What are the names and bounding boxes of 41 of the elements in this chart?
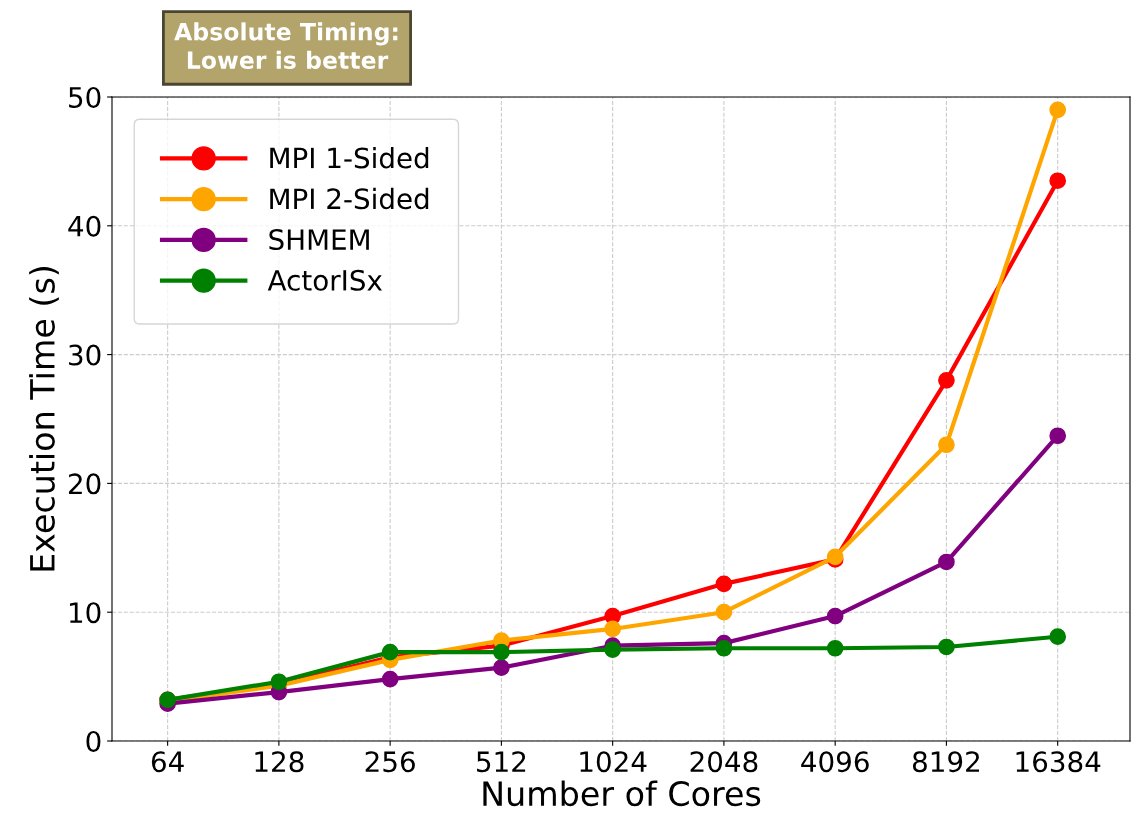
point (715, 639, 733, 657)
x-axis-title: Number of Cores (483, 780, 761, 807)
x-tick-label: 512 (477, 751, 526, 773)
point (1049, 101, 1067, 119)
point (493, 659, 510, 676)
legend-label: MPI 2-Sided (270, 187, 429, 210)
point (381, 643, 399, 661)
point (604, 641, 621, 658)
x-tick-label: 1024 (580, 751, 647, 773)
x-tick-label: 128 (255, 751, 304, 773)
point (604, 620, 621, 638)
point (1049, 427, 1067, 445)
y-tick-label: 50 (69, 86, 101, 108)
chart-title: Absolute Timing: Lower is better (174, 22, 398, 70)
point (493, 643, 510, 661)
legend-label: MPI 1-Sided (270, 147, 429, 169)
point (938, 553, 955, 571)
y-tick-label: 20 (68, 473, 101, 495)
y-tick-label: 0 (86, 730, 101, 752)
x-tick-label: 256 (365, 751, 415, 773)
point (1049, 628, 1067, 646)
point (715, 575, 733, 593)
point (938, 372, 955, 389)
point (1049, 172, 1067, 190)
y-axis-title: Execution Time (s) (29, 267, 59, 571)
y-tick-label: 30 (69, 344, 101, 366)
x-tick-label: 8192 (912, 751, 979, 773)
x-tick-label: 2048 (690, 751, 758, 773)
legend-label: SHMEM (269, 229, 369, 251)
legend-label: ActorISx (267, 269, 382, 291)
x-tick-label: 4096 (801, 751, 869, 773)
point (381, 670, 399, 688)
y-tick-label: 40 (68, 215, 101, 237)
point (826, 607, 844, 625)
x-tick-label: 64 (151, 751, 184, 773)
x-tick-label: 16384 (1016, 751, 1101, 773)
y-tick-label: 10 (69, 602, 101, 624)
point (715, 603, 733, 621)
point (938, 436, 955, 454)
point (938, 638, 955, 656)
point (826, 639, 844, 657)
